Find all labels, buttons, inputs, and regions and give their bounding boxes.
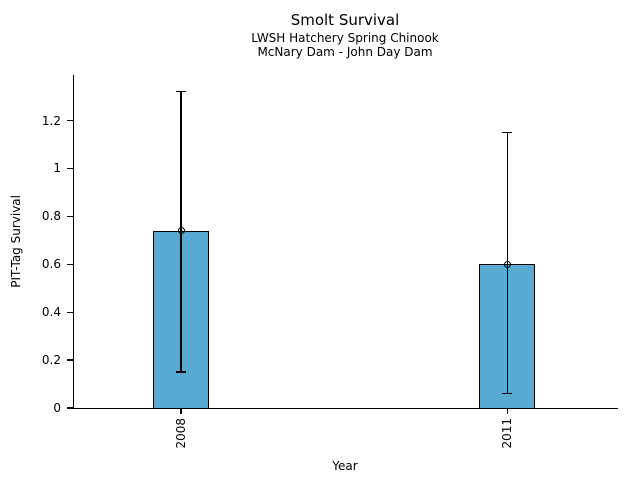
y-tick-label-1: 1: [53, 161, 61, 176]
errorbar-cap-bottom-2008: [176, 371, 187, 373]
y-tick-0.8: [67, 215, 73, 217]
y-tick-label-0.6: 0.6: [41, 257, 61, 272]
errorbar-cap-top-2008: [176, 91, 187, 93]
x-tick-label-2011: 2011: [499, 418, 514, 449]
y-tick-0: [67, 407, 73, 409]
errorbar-cap-top-2011: [502, 131, 513, 134]
y-tick-label-0.8: 0.8: [41, 209, 61, 224]
y-tick-0.4: [67, 311, 73, 313]
y-tick-label-0: 0: [53, 401, 61, 415]
y-tick-label-0.2: 0.2: [41, 353, 61, 368]
chart-subtitle-line2: McNary Dam - John Day Dam: [257, 45, 433, 59]
y-tick-label-0.4: 0.4: [41, 305, 61, 320]
y-tick-label-1.2: 1.2: [41, 113, 61, 128]
chart-subtitle-line1: LWSH Hatchery Spring Chinook: [251, 31, 439, 45]
x-tick-label-2008: 2008: [173, 418, 188, 449]
point-marker-2008: [177, 227, 185, 235]
x-tick-2011: [506, 408, 508, 414]
y-axis-spine: [73, 75, 75, 410]
chart-title: Smolt Survival: [290, 11, 400, 29]
x-axis-label: Year: [332, 459, 358, 473]
x-tick-2008: [180, 408, 182, 414]
errorbar-cap-bottom-2011: [502, 392, 513, 395]
y-tick-1.2: [67, 119, 73, 122]
point-marker-2011: [503, 260, 511, 268]
y-tick-0.6: [67, 263, 73, 265]
y-tick-1: [67, 167, 73, 170]
x-axis-spine: [73, 408, 618, 410]
y-tick-0.2: [67, 359, 73, 361]
